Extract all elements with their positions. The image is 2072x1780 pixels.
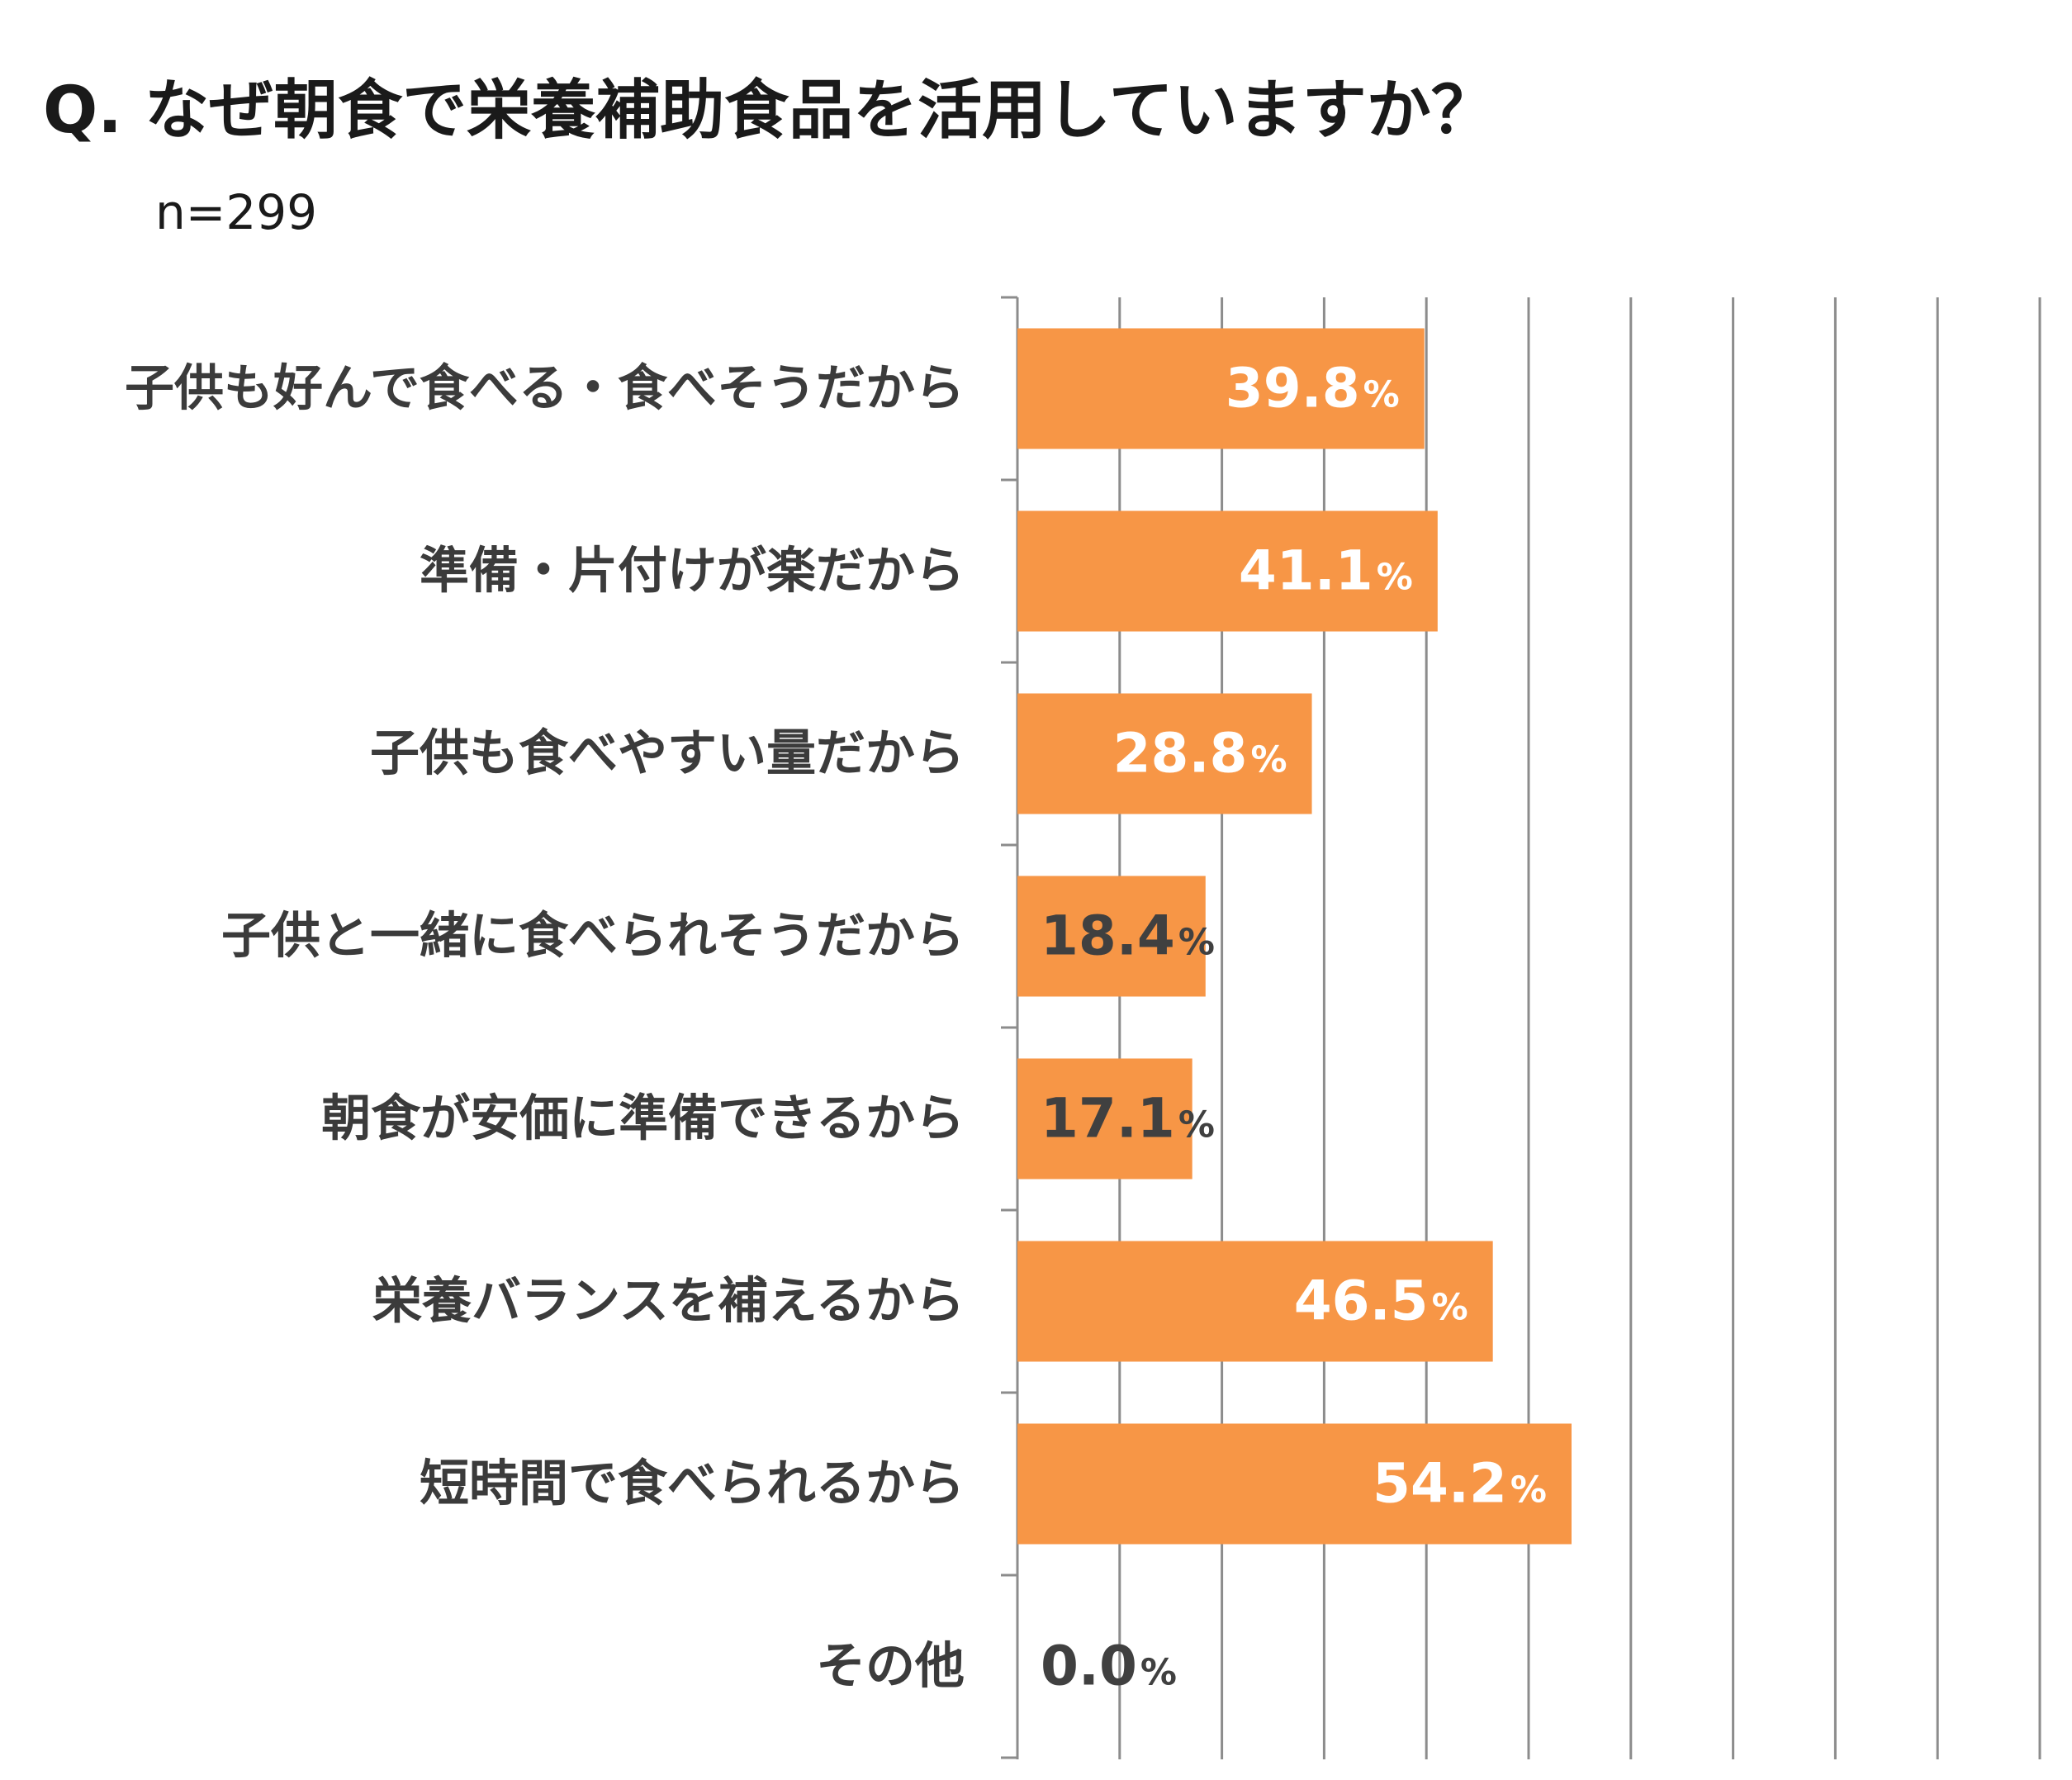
value-label: 39.8% — [1226, 357, 1400, 420]
bar — [1017, 510, 1438, 632]
value-label: 0.0% — [1041, 1635, 1177, 1698]
bar — [1017, 1058, 1192, 1180]
category-label: 子供も食べやすい量だから — [370, 725, 965, 783]
bar — [1017, 1423, 1572, 1545]
category-label: 準備・片付けが楽だから — [420, 543, 965, 600]
value-label: 18.4% — [1041, 904, 1215, 968]
category-label: 子供と一緒に食べられそうだから — [221, 908, 965, 966]
category-axis — [1001, 296, 1019, 1759]
category-label: 短時間で食べられるから — [420, 1455, 965, 1513]
category-label: 栄養バランスを補えるから — [372, 1273, 965, 1331]
bar — [1017, 328, 1425, 449]
category-labels: 子供も好んで食べる・食べそうだから準備・片付けが楽だから子供も食べやすい量だから… — [125, 360, 965, 1696]
sample-size: n=299 — [155, 184, 318, 240]
value-label: 28.8% — [1113, 722, 1287, 786]
chart-title: Q. なぜ朝食で栄養補助食品を活用していますか？ — [43, 74, 1496, 148]
bar — [1017, 693, 1312, 814]
value-label: 41.1% — [1239, 539, 1413, 603]
category-label: 子供も好んで食べる・食べそうだから — [125, 360, 965, 418]
value-labels: 39.8% 41.1% 28.8% 18.4% 17.1% 46.5% 54.2% 0.0% — [1041, 357, 1547, 1698]
value-label: 17.1% — [1041, 1087, 1215, 1151]
value-label: 54.2% — [1373, 1452, 1547, 1516]
category-label: その他 — [816, 1638, 965, 1696]
bar — [1017, 876, 1206, 997]
bar — [1017, 1241, 1493, 1362]
value-label: 46.5% — [1294, 1270, 1468, 1333]
bars — [1017, 328, 1572, 1545]
category-label: 朝食が安価に準備できるから — [321, 1090, 965, 1148]
